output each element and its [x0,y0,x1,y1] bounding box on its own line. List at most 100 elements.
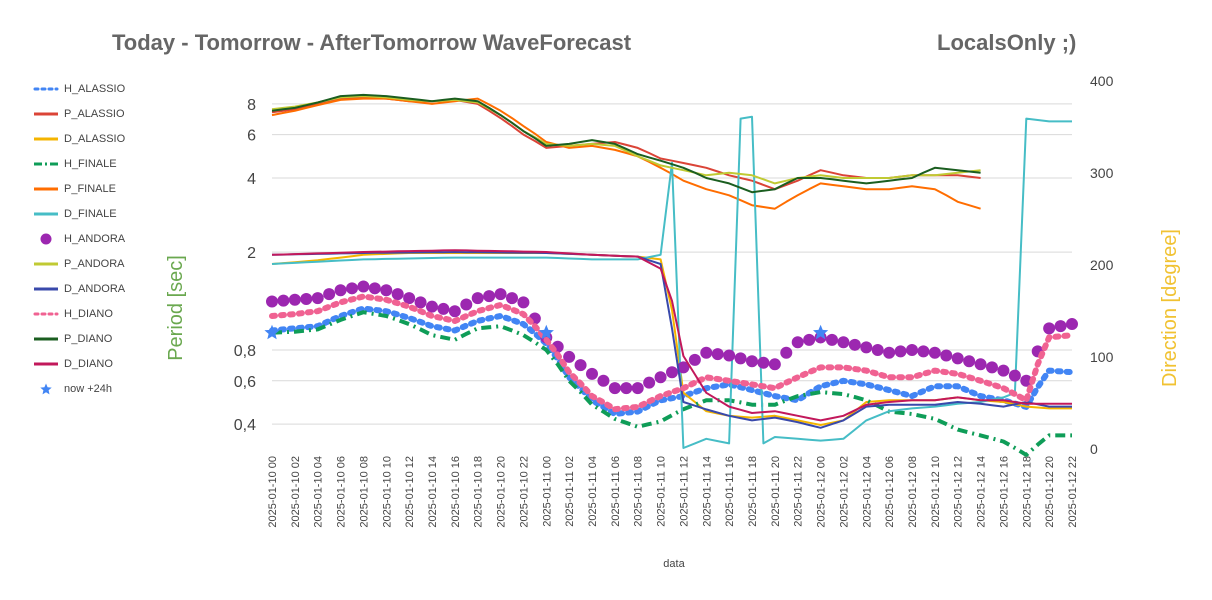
y-right-tick-label: 100 [1090,349,1114,365]
x-axis-title: data [663,558,685,570]
y-right-tick-label: 0 [1090,441,1098,457]
data-point [368,282,381,295]
legend-item[interactable]: H_DIANO [30,301,125,326]
legend-swatch [30,157,62,171]
data-point [494,288,507,301]
data-point [1020,374,1033,387]
x-tick-label: 2025-01-12 18 [1021,456,1033,528]
series-d-diano-line [271,249,1072,422]
data-point [517,296,530,309]
data-point [403,292,416,305]
series-now-24h [264,324,829,340]
data-point [631,382,644,395]
legend-item[interactable]: P_DIANO [30,326,125,351]
axis-labels: 0,4 0,6 0,8 2 4 6 8 0 100 200 300 400 2025-01-10 00 2… [234,73,1114,528]
legend-item[interactable]: D_FINALE [30,201,125,226]
x-tick-label: 2025-01-12 04 [861,456,873,528]
x-tick-label: 2025-01-12 16 [998,456,1010,528]
x-tick-label: 2025-01-10 18 [473,456,485,528]
y-right-tick-label: 400 [1090,73,1114,89]
x-tick-label: 2025-01-11 06 [610,456,622,527]
legend-item[interactable]: H_FINALE [30,151,125,176]
series-p-diano [271,93,981,194]
x-tick-label: 2025-01-12 14 [976,456,988,528]
series-p-finale-line [271,97,981,210]
data-point [860,341,873,354]
data-point [643,376,656,389]
data-point [757,356,770,369]
data-point [826,333,838,346]
x-tick-label: 2025-01-11 10 [656,456,668,527]
data-point [654,371,667,384]
data-point [506,292,518,305]
data-point [391,288,404,301]
data-point [974,358,987,371]
x-tick-label: 2025-01-11 16 [724,456,736,527]
series-p-alassio-line [271,96,981,191]
legend-label: P_ANDORA [64,257,125,270]
x-tick-label: 2025-01-11 14 [701,456,713,527]
legend-item[interactable]: D_ALASSIO [30,126,125,151]
data-point [448,305,461,318]
data-point [928,346,941,359]
legend-item[interactable]: D_ANDORA [30,276,125,301]
data-point [414,296,427,309]
x-tick-label: 2025-01-11 04 [587,456,599,527]
legend-item[interactable]: P_ALASSIO [30,101,125,126]
chart-title: Today - Tomorrow - AfterTomorrow WaveFor… [112,30,632,55]
data-point [357,280,370,293]
x-tick-label: 2025-01-12 20 [1044,456,1056,528]
x-tick-label: 2025-01-12 10 [930,456,942,528]
y-axis-left-title: Period [sec] [165,255,187,361]
data-point [951,352,964,365]
series-p-alassio [271,96,981,191]
series-p-andora-line [271,95,981,185]
x-tick-label: 2025-01-10 14 [427,456,439,528]
legend-label: H_FINALE [64,157,117,170]
data-point [323,288,336,301]
legend-swatch [30,307,62,321]
series-h-diano [269,293,1075,413]
data-point [266,295,278,308]
legend-label: H_DIANO [64,307,113,320]
data-point [586,367,598,380]
data-point [837,336,850,349]
data-point [963,355,976,368]
data-point [620,382,633,395]
data-point [608,382,621,395]
y-right-tick-label: 300 [1090,165,1114,181]
legend-item[interactable]: H_ANDORA [30,226,125,251]
data-point [768,358,781,371]
x-tick-label: 2025-01-10 10 [381,456,393,528]
legend-item[interactable]: P_FINALE [30,176,125,201]
legend-swatch [30,332,62,346]
legend-item[interactable]: P_ANDORA [30,251,125,276]
x-tick-label: 2025-01-11 20 [770,456,782,527]
data-point [780,346,793,359]
data-point [300,292,313,305]
y-left-tick-label: 2 [247,245,256,262]
legend-label: P_FINALE [64,182,116,195]
data-point [746,355,758,368]
data-point [700,346,713,359]
data-point [1043,322,1056,335]
series-d-finale-line [271,115,1072,449]
legend-swatch [30,207,62,221]
series-h-alassio-line [269,305,1075,417]
legend: H_ALASSIO P_ALASSIO D_ALASSIO H_FINALE P_FIN… [30,76,125,401]
x-tick-label: 2025-01-10 06 [336,456,348,528]
now-marker [264,324,280,340]
y-left-tick-label: 0,4 [234,417,256,434]
now-marker [538,324,554,340]
legend-item[interactable]: now +24h [30,376,125,401]
data-point [871,344,884,357]
data-point [1008,369,1021,382]
legend-item[interactable]: H_ALASSIO [30,76,125,101]
x-tick-label: 2025-01-12 06 [884,456,896,528]
x-tick-label: 2025-01-12 22 [1067,456,1079,528]
legend-item[interactable]: D_DIANO [30,351,125,376]
data-point [574,359,587,372]
legend-label: D_ALASSIO [64,132,126,145]
x-tick-label: 2025-01-10 08 [358,456,370,528]
x-tick-label: 2025-01-12 08 [907,456,919,528]
